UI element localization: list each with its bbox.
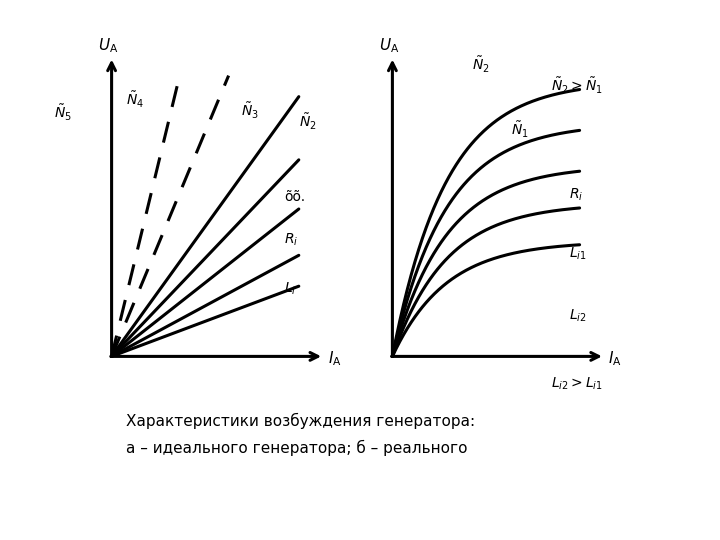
Text: $\tilde{N}_3$: $\tilde{N}_3$ bbox=[241, 100, 259, 121]
Text: $L_{i2}>L_{i1}$: $L_{i2}>L_{i1}$ bbox=[551, 375, 603, 391]
Text: а – идеального генератора; б – реального: а – идеального генератора; б – реального bbox=[126, 440, 467, 456]
Text: $L_i$: $L_i$ bbox=[284, 281, 297, 297]
Text: $\tilde{N}_1$: $\tilde{N}_1$ bbox=[511, 119, 529, 140]
Text: $R_i$: $R_i$ bbox=[284, 232, 299, 248]
Text: $R_i$: $R_i$ bbox=[569, 186, 583, 202]
Text: $U_{\mathrm{A}}$: $U_{\mathrm{A}}$ bbox=[379, 36, 399, 55]
Text: $\tilde{N}_5$: $\tilde{N}_5$ bbox=[54, 103, 72, 124]
Text: $I_{\mathrm{A}}$: $I_{\mathrm{A}}$ bbox=[608, 350, 622, 368]
Text: $L_{i1}$: $L_{i1}$ bbox=[569, 246, 587, 262]
Text: $\tilde{N}_2 > \tilde{N}_1$: $\tilde{N}_2 > \tilde{N}_1$ bbox=[551, 76, 603, 97]
Text: Характеристики возбуждения генератора:: Характеристики возбуждения генератора: bbox=[126, 413, 475, 429]
Text: $\tilde{N}_2$: $\tilde{N}_2$ bbox=[472, 55, 490, 75]
Text: $L_{i2}$: $L_{i2}$ bbox=[569, 308, 587, 324]
Text: $U_{\mathrm{A}}$: $U_{\mathrm{A}}$ bbox=[98, 36, 118, 55]
Text: õõ.: õõ. bbox=[284, 190, 305, 204]
Text: $\tilde{N}_4$: $\tilde{N}_4$ bbox=[126, 90, 144, 110]
Text: $I_{\mathrm{A}}$: $I_{\mathrm{A}}$ bbox=[328, 350, 341, 368]
Text: $\tilde{N}_2$: $\tilde{N}_2$ bbox=[299, 111, 317, 132]
